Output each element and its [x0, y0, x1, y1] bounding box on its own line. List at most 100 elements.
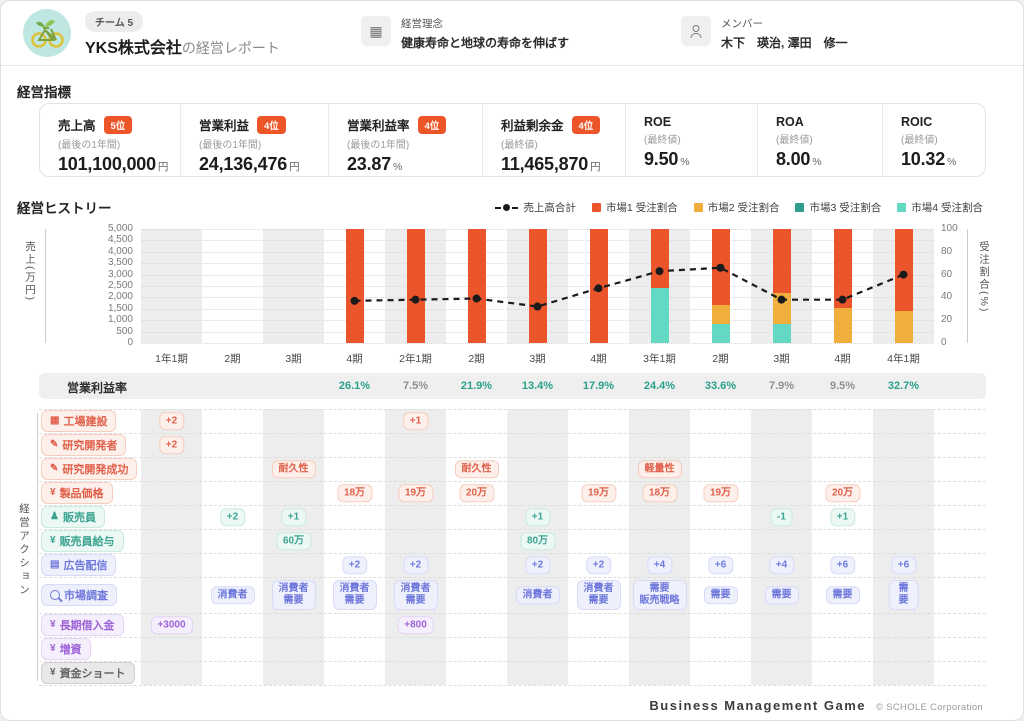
line-point [472, 294, 481, 303]
profit-ratio-cells: 26.1% 7.5% 21.9% 13.4% 17.9% 24.4% 33.6% 7.9% 9.… [141, 373, 934, 399]
rank-badge: 4位 [417, 115, 447, 134]
search-icon [50, 590, 60, 600]
action-label: 工場建設 [63, 416, 108, 428]
kpi-card: ROE (最終値) 9.50% [625, 104, 757, 176]
line-point [533, 302, 542, 311]
action-row-研究開発者: ✎ 研究開発者 +2 [1, 433, 1023, 457]
x-axis-tick: 3期 [529, 353, 546, 365]
action-badge: 軽量性 [637, 460, 682, 478]
action-badge: 19万 [397, 484, 434, 502]
kpi-card-period: (最終値) [901, 135, 938, 146]
factory-icon: ▦ [50, 415, 60, 426]
action-badge: +2 [341, 556, 368, 574]
kpi-card-title: 営業利益 [199, 119, 250, 133]
philosophy-label: 経営理念 [401, 18, 443, 30]
x-axis-tick: 4期 [346, 353, 363, 365]
legend-swatch-icon [693, 203, 703, 212]
legend-swatch-icon [795, 203, 805, 212]
action-label: 広告配信 [63, 560, 108, 572]
action-pill-研究開発者: ✎ 研究開発者 [41, 434, 127, 456]
kpi-card-value: 9.50% [644, 149, 690, 169]
action-label: 増資 [59, 644, 82, 656]
action-pill-販売員給与: ¥ 販売員給与 [41, 530, 124, 552]
kpi-card-title: 売上高 [58, 119, 96, 133]
kpi-card-title: 営業利益率 [347, 119, 410, 133]
right-axis-ticks: 0 20 40 60 80 100 [941, 224, 965, 348]
philosophy-value: 健康寿命と地球の寿命を伸ばす [401, 36, 570, 50]
left-axis-tick: 0 [127, 337, 133, 348]
action-badge: +1 [829, 508, 856, 526]
x-axis-tick: 4年1期 [887, 353, 920, 365]
action-cells: +2 +1 [141, 409, 934, 433]
line-point [777, 295, 786, 304]
action-cells: 耐久性 耐久性 軽量性 [141, 457, 934, 481]
x-axis-labels: 1年1期 2期 3期 4期 2年1期 2期 3期 4期 3年1期 2期 3期 4期 4年1期 [141, 351, 934, 366]
line-point [716, 263, 725, 272]
line-point [655, 267, 664, 276]
legend-item-market-1[interactable]: 市場1 受注割合 [591, 200, 678, 215]
legend-item-market-3[interactable]: 市場3 受注割合 [795, 200, 881, 215]
title-suffix: の経営レポート [181, 40, 280, 56]
action-label: 長期借入金 [59, 620, 115, 632]
history-chart: 売上(万円) 0 500 1,000 1,500 2,000 2,500 3,000 3,50… [1, 223, 1023, 373]
kpi-card-period: (最終値) [644, 135, 681, 146]
kpi-card-unit: 円 [289, 161, 300, 173]
action-badge: 19万 [580, 484, 617, 502]
bar-segment-market-1 [772, 229, 791, 293]
bar-segment-market-1 [833, 229, 852, 308]
kpi-card: 利益剰余金 4位 (最終値) 11,465,870 円 [482, 104, 625, 176]
kpi-card-value: 24,136,476 円 [199, 154, 300, 174]
bar-segment-market-2 [711, 305, 730, 324]
legend-item-market-2[interactable]: 市場2 受注割合 [693, 200, 779, 215]
action-row-長期借入金: ¥ 長期借入金 +3000 +800 [1, 613, 1023, 637]
action-cells: 消費者 消費者 需要 消費者 需要 消費者 需要 消費者 消費者 需要 需要 販売戦略 需要需… [141, 577, 934, 613]
profit-ratio-value: 7.5% [402, 380, 429, 392]
x-axis-tick: 2期 [712, 353, 729, 365]
action-badge: +4 [768, 556, 795, 574]
kpi-card-value: 23.87% [347, 154, 403, 174]
left-axis-tick: 1,500 [107, 302, 133, 314]
cash-short-icon: ¥ [50, 667, 56, 678]
kpi-card-period: (最後の1年間) [199, 140, 262, 151]
action-badge: 60万 [275, 532, 312, 550]
action-label: 研究開発成功 [62, 464, 129, 476]
action-badge: +3000 [150, 616, 193, 634]
action-badge: 需要 [764, 586, 799, 604]
bar-segment-market-4 [711, 323, 730, 343]
bicycle-plant-icon [31, 20, 64, 48]
bar-segment-market-1 [894, 229, 913, 312]
legend-item-sales-line[interactable]: 売上高合計 [495, 200, 576, 215]
bar-segment-market-1 [650, 229, 669, 289]
legend-label: 市場3 受注割合 [809, 202, 882, 214]
building-icon: ▦ [361, 16, 391, 46]
x-axis-tick: 3年1期 [643, 353, 676, 365]
action-badge: 消費者 [515, 586, 560, 604]
kpi-card-title: 利益剰余金 [501, 119, 564, 133]
action-cells [141, 661, 934, 685]
kpi-card-period: (最終値) [501, 140, 538, 151]
action-row-市場調査: 市場調査 消費者 消費者 需要 消費者 需要 消費者 需要 消費者 消費者 需要 需要 販売戦… [1, 577, 1023, 613]
x-axis-tick: 2期 [468, 353, 485, 365]
members-block: メンバー 木下 瑛治, 澤田 修一 [681, 16, 848, 51]
bar-segment-market-2 [894, 311, 913, 343]
footer: Business Management Game © SCHOLE Corpor… [649, 698, 983, 713]
action-pill-増資: ¥ 増資 [41, 638, 91, 660]
action-label: 資金ショート [59, 668, 126, 680]
action-pill-工場建設: ▦ 工場建設 [41, 410, 117, 432]
kpi-card-value: 8.00% [776, 149, 822, 169]
legend-item-market-4[interactable]: 市場4 受注割合 [897, 200, 983, 215]
philosophy-block: ▦ 経営理念 健康寿命と地球の寿命を伸ばす [361, 16, 569, 51]
action-badge: 消費者 需要 [332, 580, 377, 610]
left-axis-label: 売上(万円) [24, 241, 36, 302]
action-pill-販売員: ♟ 販売員 [41, 506, 105, 528]
left-axis-tick: 2,500 [107, 280, 133, 291]
kpi-card-head: ROA [776, 115, 882, 129]
kpi-section-title: 経営指標 [17, 85, 71, 100]
action-badge: +6 [829, 556, 856, 574]
action-cells: +3000 +800 [141, 613, 934, 637]
line-point [350, 296, 359, 305]
action-rows: ▦ 工場建設 +2 +1 ✎ 研究開発者 +2 ✎ 研究開発成功 耐久性 耐久性 軽量性 ¥ 製品価格 18… [1, 409, 1023, 686]
kpi-card-unit: % [680, 156, 690, 168]
dash [495, 206, 502, 209]
line-point [899, 270, 908, 279]
